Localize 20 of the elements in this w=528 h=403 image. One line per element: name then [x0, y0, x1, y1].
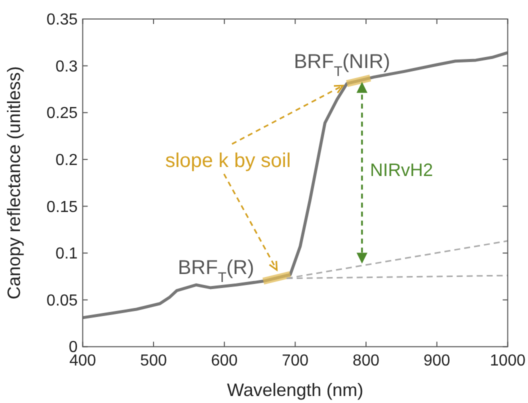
x-tick-label: 1000: [490, 352, 526, 370]
x-axis-title: Wavelength (nm): [227, 380, 364, 400]
x-tick-label: 700: [282, 352, 309, 370]
x-tick-label: 500: [140, 352, 167, 370]
annotation: slope k by soil: [165, 150, 291, 172]
y-axis-title: Canopy reflectance (unitless): [4, 66, 24, 300]
y-tick-label: 0.1: [55, 246, 78, 263]
x-tick-label: 600: [211, 352, 238, 370]
y-tick-label: 0.05: [46, 292, 78, 310]
y-tick-label: 0.25: [46, 105, 78, 122]
y-tick-label: 0.2: [55, 152, 78, 169]
x-tick-label: 400: [69, 352, 96, 370]
y-tick-label: 0.15: [46, 198, 78, 216]
annotation: NIRvH2: [370, 160, 434, 180]
annotation: BRF$_{T}$(R): [178, 257, 254, 285]
x-tick-label: 900: [424, 352, 450, 370]
x-tick-label: 800: [352, 352, 380, 370]
y-tick-label: 0.35: [46, 12, 78, 28]
y-tick-label: 0.3: [55, 58, 78, 76]
annotation: BRF$_{T}$(NIR): [294, 51, 390, 79]
